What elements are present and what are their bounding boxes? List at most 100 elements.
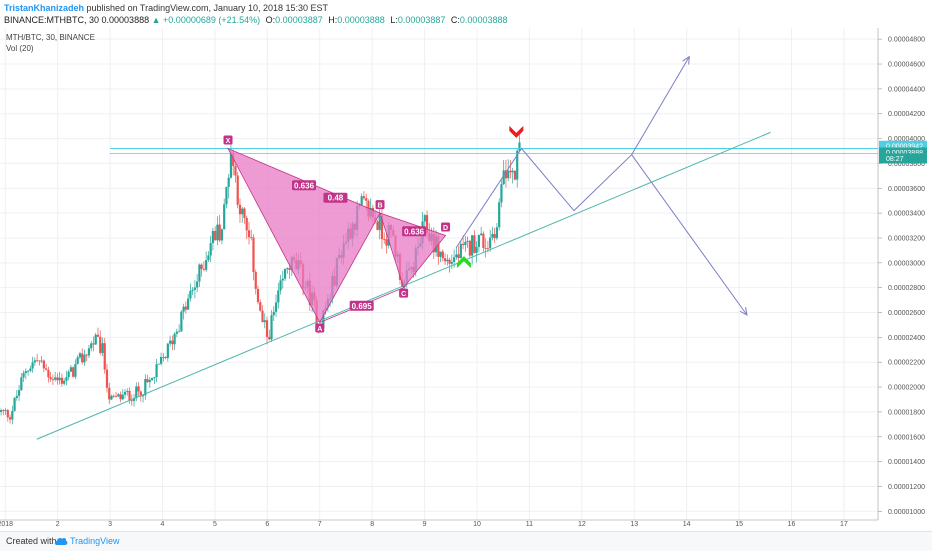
created-with-text: Created with	[6, 536, 57, 546]
candle-body	[0, 410, 3, 412]
candle-body	[157, 363, 160, 365]
chart-drawings: X A B C D 0.636 0.48 0.636 0.695	[36, 55, 878, 440]
candle-body	[108, 387, 111, 400]
ratio-badge	[323, 192, 348, 203]
candle-body	[263, 320, 266, 323]
pattern-point-label: C	[401, 291, 406, 298]
candle-body	[513, 170, 517, 180]
candle-body	[128, 390, 131, 401]
candle-body	[443, 258, 447, 262]
candle-body	[78, 353, 82, 358]
y-tick-label: 0.00004800	[888, 37, 925, 44]
candle-body	[117, 394, 120, 397]
y-tick-label: 0.00001400	[888, 459, 925, 466]
candle-body	[130, 400, 133, 402]
candle-body	[498, 202, 501, 228]
pattern-point-label: B	[377, 202, 382, 209]
candle-body	[159, 357, 163, 364]
candle-body	[49, 377, 52, 380]
candle-body	[383, 239, 386, 240]
candle-body	[220, 229, 224, 241]
candle-body	[110, 395, 113, 400]
candle-body	[139, 391, 142, 397]
candle-body	[245, 217, 248, 231]
candle-body	[218, 224, 221, 241]
candle-body	[47, 369, 50, 378]
candle-body	[484, 248, 487, 249]
y-tick-label: 0.00001800	[888, 409, 925, 416]
tradingview-brand[interactable]: TradingView	[70, 536, 120, 546]
candle-body	[67, 371, 70, 378]
open-value: 0.00003887	[275, 15, 323, 25]
pattern-point-badge	[223, 135, 233, 145]
candle-body	[227, 177, 230, 187]
price-label-text: 0.00003942	[886, 143, 923, 150]
candle-body	[277, 290, 280, 303]
x-tick-label: 11	[526, 521, 533, 528]
candle-body	[164, 356, 167, 359]
buy-arrow-icon	[456, 256, 471, 269]
candle-body	[518, 142, 521, 151]
candle-body	[6, 410, 9, 418]
candle-body	[99, 336, 102, 353]
price-label-tag	[879, 140, 927, 151]
x-tick-label: 15	[735, 521, 743, 528]
candle-body	[112, 395, 115, 397]
candle-body	[101, 343, 104, 353]
candle-body	[20, 377, 23, 391]
candle-body	[452, 257, 456, 262]
close-value: 0.00003888	[459, 15, 508, 25]
projection-up-arrowhead	[682, 55, 690, 65]
y-tick-label: 0.00003200	[888, 235, 925, 242]
candle-body	[256, 288, 260, 303]
candle-body	[466, 240, 469, 242]
candle-body	[85, 354, 88, 356]
candle-body	[155, 364, 158, 378]
pattern-point-label: D	[443, 225, 448, 232]
pattern-bd-line	[379, 212, 446, 236]
candle-body	[114, 396, 118, 397]
author-link[interactable]: TristanKhanizadeh	[4, 3, 85, 13]
candle-body	[489, 237, 492, 249]
candle-body	[168, 340, 172, 344]
y-tick-label: 0.00003000	[888, 260, 925, 267]
ratio-label: 0.48	[328, 194, 344, 203]
candle-body	[272, 311, 275, 316]
tradingview-cloud-icon	[54, 537, 68, 545]
y-tick-label: 0.00003800	[888, 161, 925, 168]
x-tick-label: 2	[56, 521, 60, 528]
candle-body	[236, 175, 239, 205]
candle-body	[96, 334, 100, 337]
publication-line: TristanKhanizadeh published on TradingVi…	[4, 3, 328, 13]
candle-body	[207, 255, 210, 261]
candle-body	[225, 186, 228, 205]
pattern-triangle-xab	[227, 147, 381, 324]
x-tick-label: 16	[788, 521, 796, 528]
candle-body	[480, 233, 483, 236]
candle-body	[74, 363, 77, 377]
candle-body	[423, 215, 426, 222]
ratio-badge	[402, 226, 427, 237]
chart-header: TristanKhanizadeh published on TradingVi…	[0, 0, 932, 28]
ohlc-line: BINANCE:MTHBTC, 30 0.00003888 ▲ +0.00000…	[4, 15, 508, 25]
candle-body	[150, 378, 154, 381]
chart-axes: 0.00001000 0.00001200 0.00001400 0.00001600…	[0, 28, 927, 528]
candle-body	[42, 360, 45, 369]
y-tick-label: 0.00001600	[888, 434, 925, 441]
candle-body	[360, 196, 363, 205]
candle-body	[202, 268, 206, 270]
y-tick-label: 0.00004600	[888, 62, 925, 69]
candle-body	[40, 360, 43, 362]
candle-body	[471, 235, 474, 256]
x-tick-label: 5	[213, 521, 217, 528]
candle-body	[486, 248, 490, 249]
pattern-point-badge	[441, 222, 451, 232]
candle-body	[234, 166, 237, 176]
candle-body	[216, 224, 219, 241]
price-label-tag	[879, 153, 927, 164]
candle-body	[119, 394, 122, 400]
ratio-label: 0.636	[294, 181, 315, 190]
projection-down-arrowhead	[739, 307, 748, 316]
price-change: +0.00000689 (+21.54%)	[163, 15, 261, 25]
